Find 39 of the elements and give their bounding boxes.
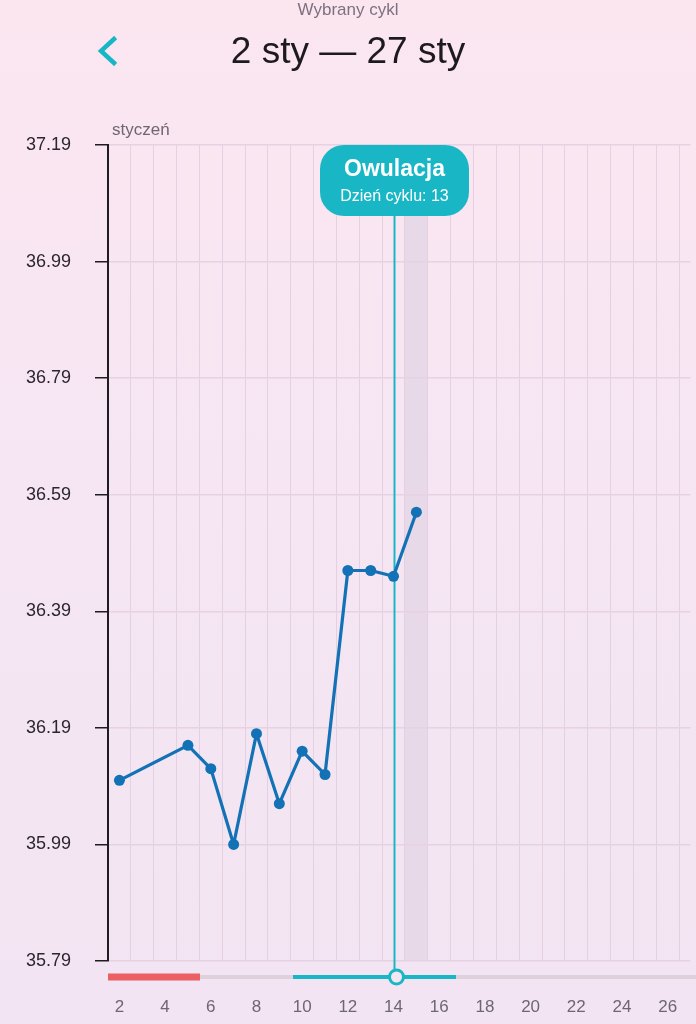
y-tick-label: 36.19 (25, 716, 71, 737)
x-tick-label: 22 (566, 996, 586, 1016)
point (113, 774, 125, 786)
point (410, 506, 422, 518)
point (228, 838, 240, 850)
x-tick-label: 16 (429, 996, 449, 1016)
y-tick-label: 37.19 (25, 133, 71, 154)
point (273, 798, 285, 810)
x-tick-label: 6 (206, 996, 216, 1016)
x-tick-label: 26 (658, 996, 678, 1016)
x-tick-label: 12 (338, 996, 358, 1016)
x-tick-label: 24 (612, 996, 632, 1016)
x-tick-label: 10 (292, 996, 312, 1016)
x-tick-label: 8 (251, 996, 262, 1016)
x-tick-label: 18 (475, 996, 495, 1016)
y-tick-label: 35.79 (25, 949, 71, 970)
x-tick-label: 14 (384, 996, 403, 1016)
y-tick-label: 35.99 (25, 833, 71, 854)
point (388, 570, 400, 582)
y-tick-label: 36.99 (25, 250, 71, 271)
chart-title: 2 sty — 27 sty (229, 29, 467, 73)
point (205, 763, 217, 775)
x-tick-label: 2 (114, 996, 125, 1016)
x-axis-title: styczeń (112, 119, 170, 139)
point (342, 564, 354, 576)
point (182, 739, 194, 751)
ref-line-label: Owulacja (344, 154, 445, 183)
point (296, 745, 308, 757)
callout-bubble: Owulacja Dzień cyklu: 13 (320, 145, 469, 216)
y-tick-label: 36.39 (25, 600, 71, 621)
y-tick-label: 36.79 (25, 367, 71, 388)
point (319, 768, 331, 780)
point (365, 564, 377, 576)
x-tick-label: 20 (521, 996, 541, 1016)
point (250, 728, 262, 740)
x-tick-label: 4 (160, 996, 170, 1016)
chart-subtitle: Wybrany cykl (296, 0, 400, 20)
y-tick-label: 36.59 (25, 483, 71, 504)
annotation: Dzień cyklu: 13 (340, 186, 449, 206)
